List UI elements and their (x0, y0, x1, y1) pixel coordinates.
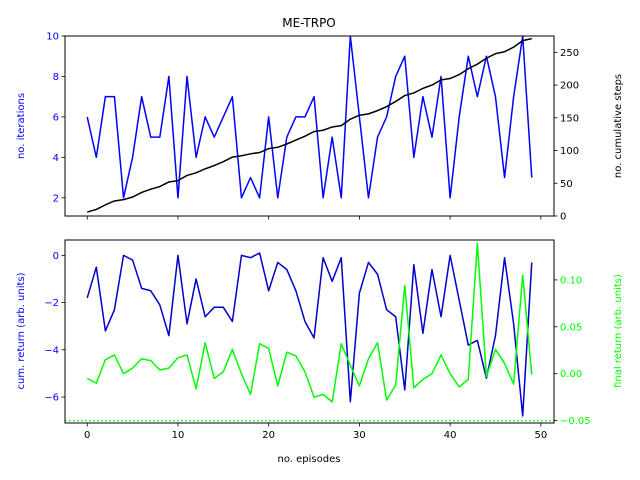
series-line-right (86, 242, 533, 403)
right-y-tick-label: 0.10 (560, 275, 582, 286)
right-y-tick-label: 0 (560, 212, 566, 223)
right-y-tick-label: 50 (560, 179, 573, 190)
right-y-tick-label: 100 (560, 146, 579, 157)
x-tick-label: 40 (444, 430, 457, 441)
right-y-tick-label: 200 (560, 81, 579, 92)
left-y-tick-label: 10 (46, 32, 59, 43)
top-right-y-ticks: 0 50 100 150 200 250 (554, 48, 579, 223)
chart-title: ME-TRPO (282, 16, 336, 30)
bottom-plot-frame (64, 239, 555, 424)
bottom-left-y-ticks: 0 −2 −4 −6 (44, 251, 65, 404)
x-tick-label: 10 (172, 430, 185, 441)
top-series-layer (86, 36, 533, 213)
right-y-tick-label: −0.05 (560, 416, 591, 427)
bottom-left-y-axis-label: cum. return (arb. units) (16, 272, 27, 389)
x-tick-label: 0 (84, 430, 90, 441)
top-right-y-axis-label: no. cumulative steps (613, 74, 624, 178)
right-y-tick-label: 0.05 (560, 322, 582, 333)
left-y-tick-label: −2 (44, 298, 59, 309)
bottom-right-y-ticks: 0.10 0.05 0.00 −0.05 (554, 275, 591, 427)
right-y-tick-label: 0.00 (560, 369, 582, 380)
right-y-tick-label: 250 (560, 48, 579, 59)
x-axis-label: no. episodes (278, 454, 341, 465)
x-tick-label: 20 (262, 430, 275, 441)
top-x-ticks (86, 216, 542, 220)
left-y-tick-label: 6 (53, 112, 59, 123)
top-plot-frame (64, 35, 555, 217)
series-line-left (86, 252, 533, 417)
x-tick-label: 50 (534, 430, 547, 441)
left-y-tick-label: 4 (53, 153, 59, 164)
top-left-y-ticks: 2 4 6 8 10 (46, 32, 65, 204)
series-line-left (86, 36, 533, 199)
left-y-tick-label: −6 (44, 393, 59, 404)
top-left-y-axis-label: no. iterations (16, 93, 27, 159)
right-y-tick-label: 150 (560, 113, 579, 124)
left-y-tick-label: 2 (53, 193, 59, 204)
bottom-right-y-axis-label: final return (arb. units) (613, 274, 624, 388)
bottom-panel: 0 10 20 30 40 50 0 −2 −4 −6 0.10 0.05 0.00 −0.05 no… (16, 239, 624, 465)
bottom-series-layer (65, 242, 554, 422)
top-panel: ME-TRPO 2 4 6 8 10 0 50 100 150 200 250 no. itera… (16, 16, 624, 223)
bottom-x-ticks: 0 10 20 30 40 50 (84, 423, 547, 441)
series-line-right (87, 37, 532, 213)
left-y-tick-label: 0 (53, 251, 59, 262)
x-tick-label: 30 (353, 430, 366, 441)
left-y-tick-label: 8 (53, 72, 59, 83)
left-y-tick-label: −4 (44, 345, 59, 356)
